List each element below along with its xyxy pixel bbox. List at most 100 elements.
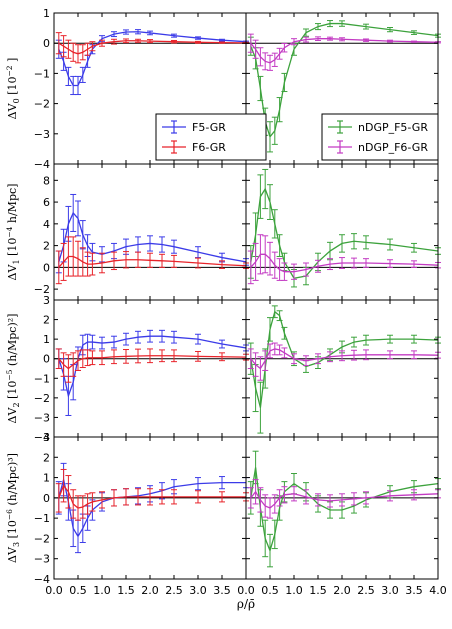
series-line — [250, 467, 439, 553]
error-bar — [267, 121, 273, 153]
error-bar — [257, 234, 264, 275]
x-tick-label: 3.0 — [189, 584, 207, 597]
panel-r3-c1 — [245, 436, 441, 580]
error-bar — [195, 40, 201, 44]
panel-r1-c1 — [245, 163, 441, 301]
error-bar — [257, 356, 264, 381]
panel-r0-c0: −4 −3 −2 −1 0 1 ΔV0 [10−2 ] — [5, 7, 249, 171]
x-tick-label: 2.5 — [165, 584, 183, 597]
error-bar — [111, 38, 117, 45]
error-bar — [111, 335, 117, 349]
error-bar — [99, 491, 105, 509]
error-bar — [171, 254, 177, 268]
legend-swatch — [162, 120, 186, 134]
y-tick-label: −3 — [34, 411, 50, 424]
error-bar — [195, 333, 201, 345]
error-bar — [75, 75, 81, 96]
error-bar — [262, 350, 269, 371]
error-bar — [363, 235, 369, 250]
x-tick-label: 1.0 — [285, 584, 303, 597]
panels-layer: −4 −3 −2 −1 0 1 ΔV0 [10−2 ] −2 0 2 4 6 8 ΔV1 [10−4 h/… — [5, 7, 447, 597]
error-bar — [257, 487, 264, 513]
error-bar — [267, 343, 273, 359]
series-nDGP_F6-GR — [247, 234, 441, 285]
error-bar — [303, 489, 309, 505]
legend-label: F6-GR — [192, 141, 226, 154]
y-tick-label: 0 — [43, 261, 50, 274]
y-tick-label: −3 — [34, 553, 50, 566]
error-bar — [89, 350, 96, 366]
error-bar — [339, 20, 345, 27]
error-bar — [99, 336, 105, 350]
x-axis-label: ρ/ρ̄ — [237, 597, 255, 611]
error-bar — [252, 479, 259, 505]
error-bar — [281, 486, 288, 504]
error-bar — [219, 476, 225, 490]
x-tick-label: 0.0 — [237, 584, 255, 597]
error-bar — [65, 39, 72, 59]
error-bar — [315, 36, 321, 41]
error-bar — [411, 40, 417, 43]
error-bar — [363, 334, 369, 346]
x-tick-label: 3.0 — [381, 584, 399, 597]
error-bar — [123, 332, 129, 346]
error-bar — [262, 235, 269, 274]
error-bar — [60, 468, 67, 503]
error-bar — [75, 200, 81, 237]
error-bar — [70, 352, 77, 377]
error-bar — [411, 489, 417, 501]
error-bar — [123, 349, 129, 364]
error-bar — [147, 39, 153, 44]
error-bar — [411, 30, 417, 35]
error-bar — [271, 251, 278, 279]
error-bar — [257, 47, 264, 67]
error-bar — [60, 242, 67, 281]
error-bar — [276, 310, 283, 322]
error-bar — [267, 241, 273, 276]
error-bar — [271, 116, 278, 145]
error-bar — [123, 29, 129, 35]
y-tick-label: 0 — [43, 37, 50, 50]
error-bar — [252, 242, 259, 281]
panel-frame — [245, 299, 439, 438]
error-bar — [219, 352, 225, 362]
series-nDGP_F6-GR — [247, 33, 441, 71]
error-bar — [219, 339, 225, 349]
error-bar — [363, 491, 369, 505]
legend-right: nDGP_F5-GR nDGP_F6-GR — [321, 113, 439, 161]
error-bar — [171, 33, 177, 38]
error-bar — [171, 39, 177, 44]
error-bar — [262, 494, 269, 518]
panel-frame — [53, 299, 247, 438]
error-bar — [147, 348, 153, 364]
y-tick-label: 0 — [43, 492, 50, 505]
error-bar — [84, 493, 91, 515]
x-tick-label: 2.0 — [141, 584, 159, 597]
error-bar — [281, 262, 288, 281]
error-bar — [147, 488, 153, 506]
error-bar — [195, 350, 201, 362]
y-tick-label: −4 — [34, 573, 50, 586]
y-tick-label: 3 — [43, 294, 50, 307]
x-tick-label: 2.0 — [333, 584, 351, 597]
error-bar — [171, 330, 177, 344]
series-line — [58, 355, 247, 370]
legend-label: F5-GR — [192, 121, 226, 134]
error-bar — [327, 494, 333, 508]
panel-r2-c0: −4 −3 −2 −1 0 1 2 3 ΔV2 [10−5 (h/Mpc)²] — [5, 294, 249, 444]
error-bar — [339, 257, 345, 269]
error-bar — [55, 32, 62, 55]
x-tick-label: 3.5 — [213, 584, 231, 597]
error-bar — [89, 492, 96, 512]
error-bar — [291, 486, 297, 502]
error-bar — [276, 344, 283, 356]
error-bar — [257, 174, 264, 219]
error-bar — [195, 477, 201, 491]
panel-r3-c0: −4 −3 −2 −1 0 1 2 3 ΔV3 [10−6 (h/Mpc)³] — [5, 431, 249, 586]
error-bar — [84, 251, 91, 277]
error-bar — [111, 349, 117, 365]
error-bar — [123, 488, 129, 506]
y-axis-label: ΔV1 [10−4 h/Mpc] — [5, 184, 21, 281]
error-bar — [79, 495, 86, 519]
x-tick-label: 1.5 — [117, 584, 135, 597]
